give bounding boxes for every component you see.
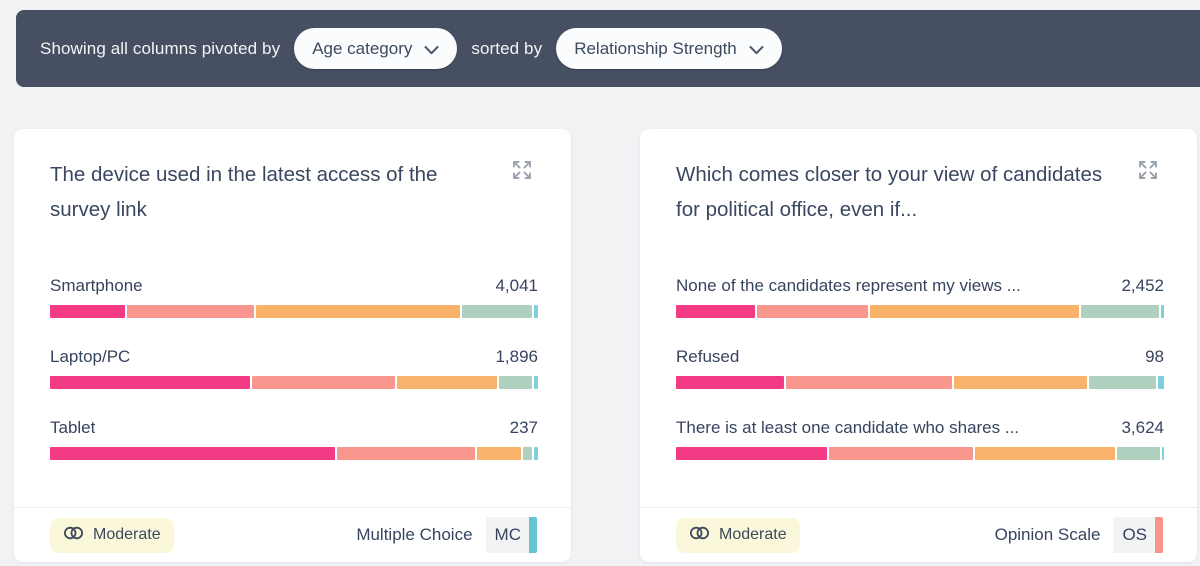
strength-label: Moderate	[93, 526, 161, 543]
bar-segment[interactable]	[462, 305, 533, 318]
answer-count: 237	[509, 418, 538, 437]
bar-segment[interactable]	[499, 376, 533, 389]
pivot-column-dropdown[interactable]: Age category	[294, 28, 458, 69]
sorted-by-label: sorted by	[471, 38, 543, 58]
bar-segment[interactable]	[252, 376, 395, 389]
stacked-bar[interactable]	[676, 305, 1164, 318]
question-type-abbr: MC	[494, 525, 521, 544]
bar-segment[interactable]	[50, 376, 251, 389]
stacked-bar[interactable]	[676, 376, 1165, 389]
sort-column-value: Relationship Strength	[574, 38, 737, 58]
strength-label: Moderate	[719, 526, 787, 543]
question-type-chip: MC	[485, 517, 537, 553]
bar-segment[interactable]	[1089, 376, 1157, 389]
bar-segment[interactable]	[1158, 376, 1165, 389]
bar-segment[interactable]	[1116, 447, 1160, 460]
bar-segment[interactable]	[1081, 305, 1160, 318]
bar-segment[interactable]	[523, 447, 532, 460]
card-footer: Moderate Multiple Choice MC	[14, 507, 571, 562]
answer-label: There is at least one candidate who shar…	[676, 418, 1020, 437]
bar-segment[interactable]	[870, 305, 1080, 318]
answer-count: 3,624	[1121, 418, 1164, 437]
answer-row: Laptop/PC 1,896	[50, 347, 538, 389]
bar-segment[interactable]	[255, 305, 461, 318]
pivot-column-value: Age category	[312, 38, 413, 58]
bar-segment[interactable]	[954, 376, 1088, 389]
bar-segment[interactable]	[676, 305, 755, 318]
question-type-color-bar	[1155, 517, 1163, 553]
answer-count: 4,041	[495, 276, 538, 295]
answer-row: There is at least one candidate who shar…	[676, 418, 1164, 460]
bar-segment[interactable]	[397, 376, 498, 389]
question-title: The device used in the latest access of …	[50, 163, 438, 221]
answer-row: Smartphone 4,041	[50, 276, 539, 318]
relationship-strength-badge: Moderate	[50, 517, 174, 553]
answer-row: Refused 98	[676, 347, 1165, 389]
stacked-bar[interactable]	[50, 447, 538, 460]
answer-label: Refused	[676, 347, 740, 366]
stacked-bar[interactable]	[50, 376, 538, 389]
bar-segment[interactable]	[676, 447, 827, 460]
question-type-color-bar	[529, 517, 537, 553]
answer-rows: Smartphone 4,041 Laptop/PC 1,896 Tablet …	[50, 276, 539, 489]
question-title: Which comes closer to your view of candi…	[676, 163, 1103, 221]
answer-row: Tablet 237	[50, 418, 538, 460]
bar-segment[interactable]	[1161, 305, 1164, 318]
pivot-toolbar: Showing all columns pivoted by Age categ…	[16, 10, 1200, 87]
bar-segment[interactable]	[676, 376, 785, 389]
card-footer: Moderate Opinion Scale OS	[640, 507, 1197, 562]
bar-segment[interactable]	[126, 305, 254, 318]
answer-label: Tablet	[50, 418, 96, 437]
sort-column-dropdown[interactable]: Relationship Strength	[556, 28, 782, 69]
answer-count: 2,452	[1121, 276, 1164, 295]
answer-rows: None of the candidates represent my view…	[676, 276, 1165, 489]
pivoted-by-label: Showing all columns pivoted by	[40, 38, 281, 58]
answer-label: Smartphone	[50, 276, 143, 295]
chevron-down-icon	[424, 40, 439, 60]
answer-count: 98	[1145, 347, 1164, 366]
answer-label: Laptop/PC	[50, 347, 131, 366]
bar-segment[interactable]	[534, 305, 539, 318]
answer-label: None of the candidates represent my view…	[676, 276, 1021, 295]
question-type-label: Multiple Choice	[356, 525, 473, 544]
stacked-bar[interactable]	[676, 447, 1164, 460]
bar-segment[interactable]	[786, 376, 953, 389]
bar-segment[interactable]	[756, 305, 869, 318]
expand-icon[interactable]	[511, 159, 533, 181]
question-type-label: Opinion Scale	[994, 525, 1101, 544]
bar-segment[interactable]	[336, 447, 475, 460]
question-card-device: The device used in the latest access of …	[14, 129, 571, 562]
bar-segment[interactable]	[50, 305, 125, 318]
relationship-strength-badge: Moderate	[676, 517, 800, 553]
expand-icon[interactable]	[1137, 159, 1159, 181]
answer-count: 1,896	[495, 347, 538, 366]
stacked-bar[interactable]	[50, 305, 539, 318]
question-type-abbr: OS	[1122, 525, 1147, 544]
answer-row: None of the candidates represent my view…	[676, 276, 1164, 318]
bar-segment[interactable]	[476, 447, 522, 460]
question-type-chip: OS	[1113, 517, 1163, 553]
bar-segment[interactable]	[1161, 447, 1164, 460]
question-card-candidates: Which comes closer to your view of candi…	[640, 129, 1197, 562]
bar-segment[interactable]	[534, 376, 538, 389]
bar-segment[interactable]	[533, 447, 538, 460]
bar-segment[interactable]	[828, 447, 973, 460]
bar-segment[interactable]	[50, 447, 335, 460]
chevron-down-icon	[749, 40, 764, 60]
bar-segment[interactable]	[974, 447, 1115, 460]
linked-circles-icon	[689, 525, 710, 546]
linked-circles-icon	[63, 525, 84, 546]
